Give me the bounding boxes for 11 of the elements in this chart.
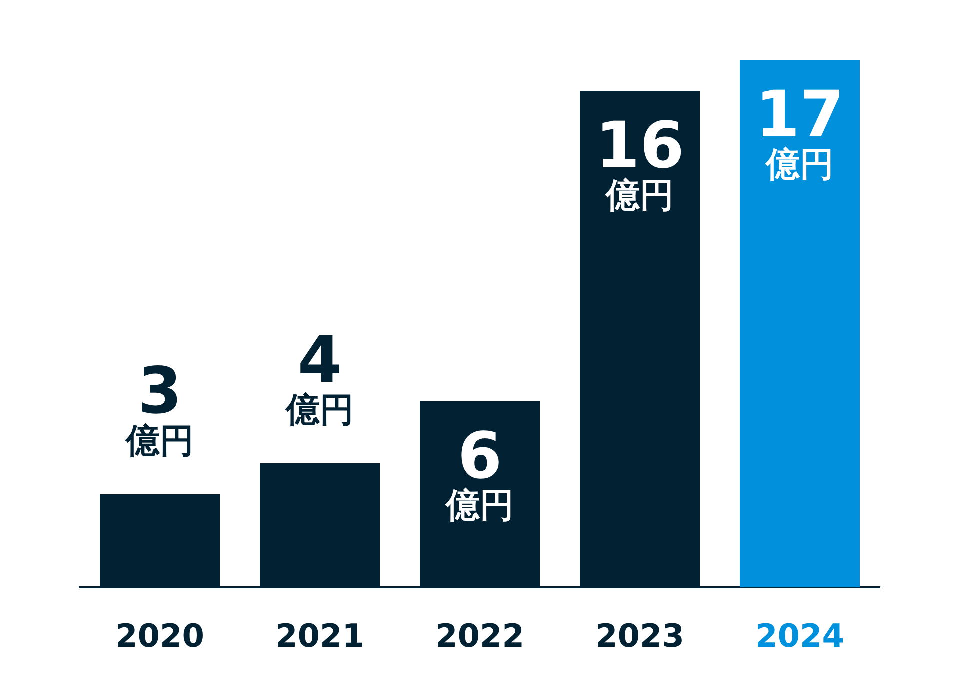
data-label: 6億円 [445, 420, 514, 526]
x-tick-label: 2021 [275, 617, 365, 656]
data-label: 16億円 [595, 110, 685, 216]
data-label: 3億円 [125, 355, 194, 462]
x-tick-label: 2022 [435, 617, 525, 656]
x-tick-label: 2024 [755, 617, 845, 656]
data-label: 4億円 [285, 324, 354, 430]
x-tick-label: 2023 [595, 617, 685, 656]
bar [740, 60, 860, 588]
data-label: 17億円 [755, 78, 845, 185]
x-tick-label: 2020 [115, 617, 205, 656]
